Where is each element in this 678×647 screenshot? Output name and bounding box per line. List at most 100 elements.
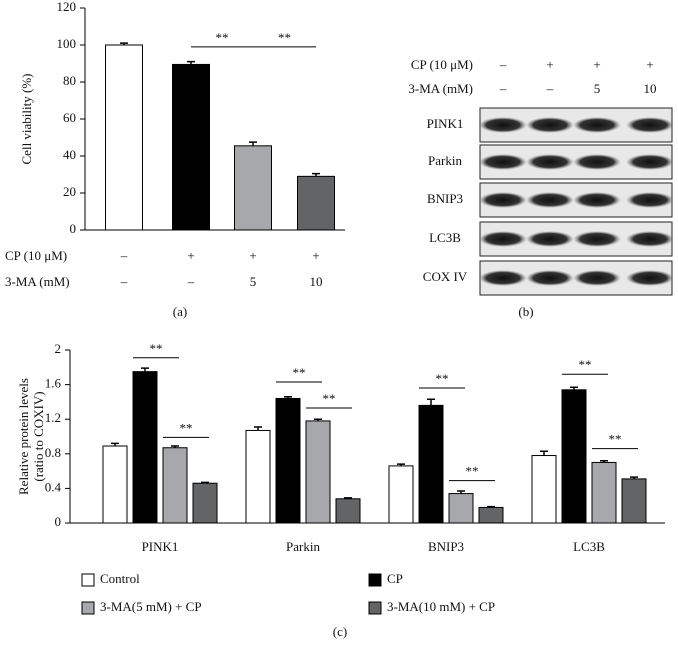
blot-band: [479, 154, 527, 170]
legend-label: 3-MA(5 mM) + CP: [100, 599, 202, 614]
significance-label: **: [216, 30, 229, 45]
error-bar: [344, 497, 352, 499]
legend-swatch: [368, 573, 382, 587]
y-tick-label: 1.2: [45, 410, 61, 425]
legend-swatch: [81, 573, 95, 587]
treatment-value: 5: [250, 274, 257, 289]
bar: [335, 498, 361, 524]
error-bar: [249, 141, 257, 146]
legend-swatch: [368, 601, 382, 615]
blot-row-label: PINK1: [427, 116, 464, 131]
bar: [297, 175, 335, 231]
error-bar: [120, 42, 128, 45]
significance-label: **: [579, 357, 592, 372]
bar: [388, 465, 414, 524]
y-tick-label: 1.6: [45, 376, 62, 391]
bar: [275, 397, 301, 524]
treatment-label: CP (10 μM): [5, 248, 67, 263]
error-bar: [314, 418, 322, 421]
significance-label: **: [150, 341, 163, 356]
treatment-value: –: [546, 81, 554, 96]
treatment-value: +: [646, 57, 653, 72]
error-bar: [600, 459, 608, 463]
error-bar: [284, 395, 292, 399]
blot-band: [526, 117, 574, 133]
panel-label: (c): [333, 624, 347, 639]
blot-band: [573, 117, 621, 133]
legend-label: CP: [387, 571, 403, 586]
bar: [192, 482, 218, 524]
bar: [591, 461, 617, 524]
treatment-value: +: [546, 57, 553, 72]
blot-band: [573, 154, 621, 170]
error-bar: [171, 445, 179, 448]
y-axis-label: (ratio to COXIV): [31, 391, 46, 481]
error-bar: [397, 463, 405, 466]
significance-label: **: [323, 391, 336, 406]
y-tick-label: 0: [70, 221, 77, 236]
y-tick-label: 0: [55, 514, 62, 529]
bar: [561, 389, 587, 524]
bar: [102, 445, 128, 524]
blot-band: [479, 117, 527, 133]
treatment-value: –: [499, 57, 507, 72]
blot-band: [526, 270, 574, 286]
bar: [531, 455, 557, 524]
legend-label: Control: [100, 571, 140, 586]
treatment-value: –: [120, 274, 128, 289]
bar: [245, 429, 271, 524]
blot-band: [526, 231, 574, 247]
error-bar: [630, 476, 638, 479]
error-bar: [187, 60, 195, 65]
error-bar: [457, 490, 465, 494]
error-bar: [201, 481, 209, 484]
significance-label: **: [278, 30, 291, 45]
blot-band: [573, 231, 621, 247]
y-tick-label: 60: [63, 110, 76, 125]
blot-band: [626, 154, 674, 170]
panel-label: (a): [173, 304, 187, 319]
significance-label: **: [466, 464, 479, 479]
treatment-value: 10: [310, 274, 323, 289]
y-axis-label: Relative protein levels: [16, 378, 31, 495]
y-tick-label: 0.8: [45, 445, 61, 460]
legend-swatch: [81, 601, 95, 615]
x-tick-label: LC3B: [573, 539, 605, 554]
y-tick-label: 120: [57, 0, 77, 14]
error-bar: [312, 172, 320, 177]
treatment-label: 3-MA (mM): [5, 274, 70, 289]
blot-band: [526, 154, 574, 170]
treatment-value: 10: [644, 81, 657, 96]
treatment-label: CP (10 μM): [411, 57, 473, 72]
error-bar: [427, 398, 435, 406]
blot-band: [479, 231, 527, 247]
treatment-value: +: [187, 248, 194, 263]
blot-row-label: BNIP3: [427, 191, 463, 206]
error-bar: [570, 386, 578, 390]
blot-band: [573, 192, 621, 208]
error-bar: [111, 442, 119, 447]
bar: [172, 63, 210, 231]
bar: [418, 404, 444, 524]
x-tick-label: Parkin: [286, 539, 320, 554]
treatment-value: –: [120, 248, 128, 263]
x-tick-label: BNIP3: [428, 539, 464, 554]
y-tick-label: 20: [63, 184, 76, 199]
legend-label: 3-MA(10 mM) + CP: [387, 599, 495, 614]
y-tick-label: 2: [55, 341, 62, 356]
y-tick-label: 40: [63, 147, 76, 162]
significance-label: **: [609, 432, 622, 447]
treatment-value: –: [499, 81, 507, 96]
blot-band: [626, 192, 674, 208]
significance-label: **: [293, 365, 306, 380]
y-axis-label: Cell viability (%): [19, 74, 34, 165]
y-tick-label: 0.4: [45, 479, 62, 494]
treatment-value: –: [187, 274, 195, 289]
blot-band: [573, 270, 621, 286]
blot-band: [526, 192, 574, 208]
blot-row-label: LC3B: [429, 230, 461, 245]
treatment-value: +: [593, 57, 600, 72]
blot-band: [626, 231, 674, 247]
treatment-value: +: [312, 248, 319, 263]
